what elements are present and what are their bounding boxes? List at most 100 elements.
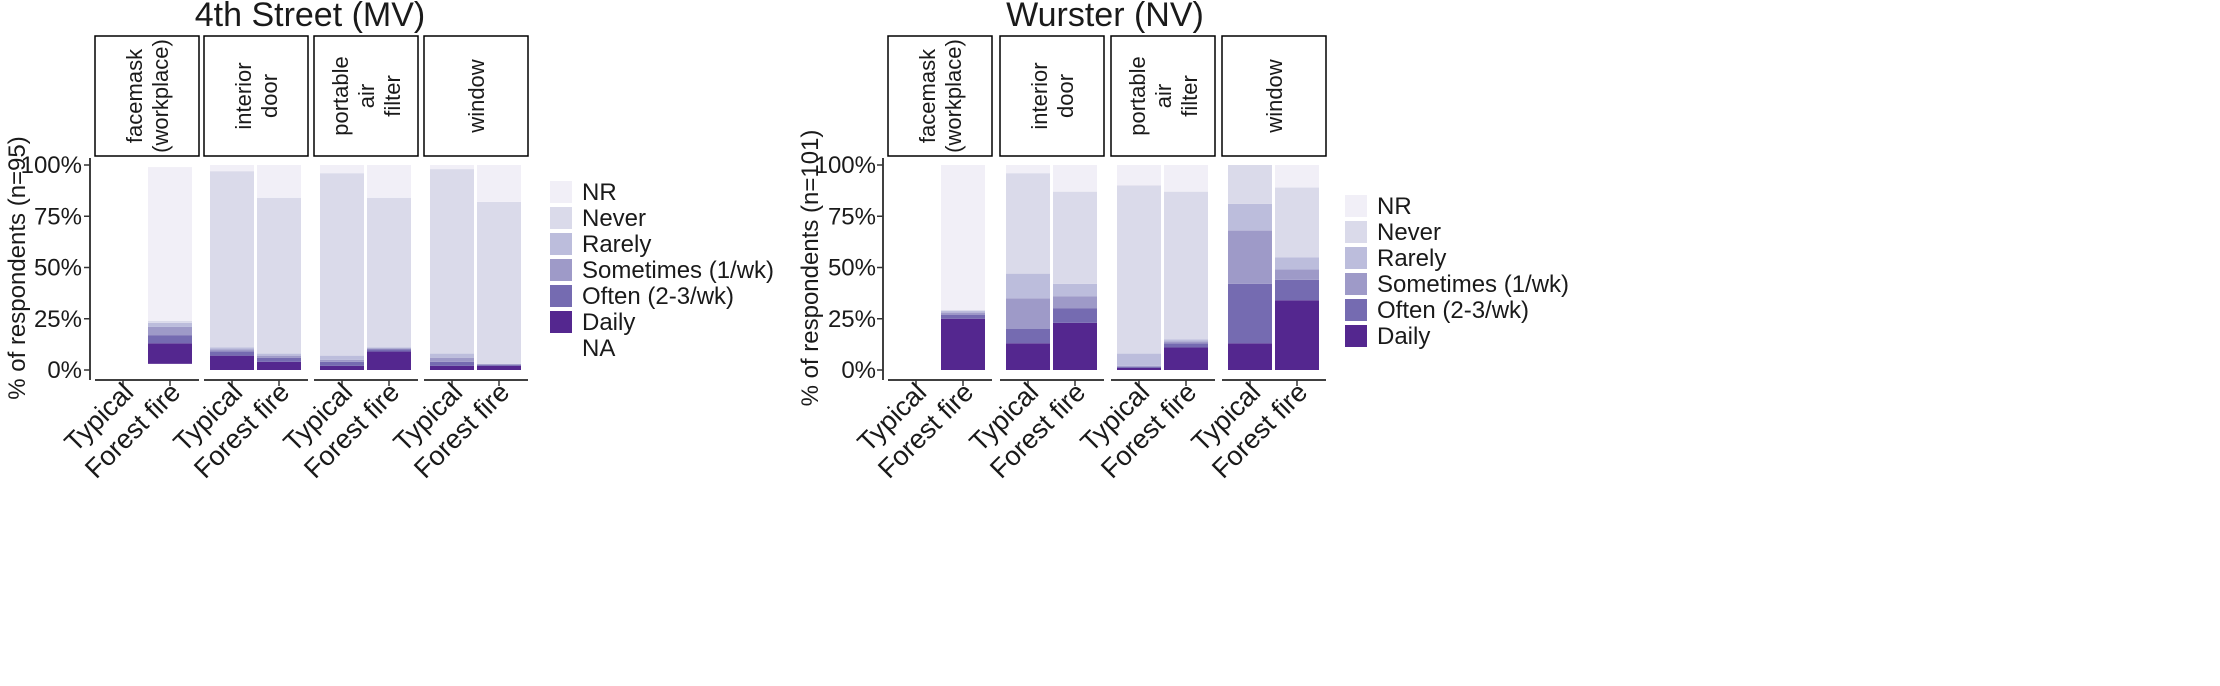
bar-segment-nr xyxy=(477,165,521,202)
y-tick-label: 75% xyxy=(828,203,876,230)
bar-segment-nr xyxy=(148,167,192,321)
bar-segment-never xyxy=(1053,191,1097,284)
bar-segment-often-2-3-wk xyxy=(477,364,521,366)
bar-segment-often-2-3-wk xyxy=(1117,366,1161,368)
bar-segment-sometimes-1-wk xyxy=(367,348,411,350)
facet-strip xyxy=(1110,35,1216,157)
bar-segment-never xyxy=(367,197,411,348)
y-tick-label: 25% xyxy=(828,306,876,333)
legend-swatch xyxy=(1345,325,1367,347)
legend-label: Rarely xyxy=(582,231,651,258)
bar-segment-daily xyxy=(1164,347,1208,370)
legend-label: Rarely xyxy=(1377,245,1446,272)
facet-label: filter xyxy=(1177,75,1202,117)
y-axis-label: % of respondents (n=95) xyxy=(4,136,31,400)
facet-strip xyxy=(313,35,419,157)
bar-segment-sometimes-1-wk xyxy=(1164,341,1208,344)
bar-segment-sometimes-1-wk xyxy=(430,357,474,362)
legend-label: NA xyxy=(582,335,615,362)
facet-label: air xyxy=(354,84,379,108)
y-tick-label: 100% xyxy=(815,152,876,179)
bar-segment-daily xyxy=(320,365,364,370)
bar-segment-rarely xyxy=(1228,203,1272,231)
facet-label: (workplace) xyxy=(148,39,173,153)
facet-label: facemask xyxy=(915,48,940,143)
bar-segment-daily xyxy=(1275,300,1319,370)
bar-segment-often-2-3-wk xyxy=(430,361,474,366)
bar-segment-often-2-3-wk xyxy=(367,349,411,352)
legend-swatch xyxy=(1345,273,1367,295)
facet-label: (workplace) xyxy=(941,39,966,153)
bar-segment-sometimes-1-wk xyxy=(1006,298,1050,329)
bar-segment-sometimes-1-wk xyxy=(1275,269,1319,280)
bar-segment-sometimes-1-wk xyxy=(1228,230,1272,284)
facet-strip xyxy=(423,35,529,157)
facet-label: door xyxy=(1053,74,1078,118)
bar-segment-daily xyxy=(148,343,192,364)
bar-segment-rarely xyxy=(430,353,474,358)
bar-segment-rarely xyxy=(257,353,301,356)
bar-segment-rarely xyxy=(320,355,364,360)
y-tick-label: 50% xyxy=(34,255,82,282)
facet-strip xyxy=(203,35,309,157)
legend-swatch xyxy=(550,233,572,255)
bar-segment-nr xyxy=(320,165,364,174)
bar-segment-never xyxy=(210,171,254,348)
facet-label: portable xyxy=(328,56,353,136)
bar-segment-nr xyxy=(257,165,301,198)
legend-swatch xyxy=(1345,247,1367,269)
bar-segment-nr xyxy=(941,165,985,311)
bar-segment-rarely xyxy=(210,347,254,350)
bar-segment-sometimes-1-wk xyxy=(210,349,254,352)
facet-strip xyxy=(887,35,993,157)
bar-segment-daily xyxy=(477,365,521,370)
bar-segment-often-2-3-wk xyxy=(1006,329,1050,344)
bar-segment-often-2-3-wk xyxy=(1164,343,1208,348)
legend-label: NR xyxy=(582,179,617,206)
facet-label: air xyxy=(1151,84,1176,108)
facet-label: door xyxy=(257,74,282,118)
bar-segment-daily xyxy=(367,351,411,370)
legend-swatch xyxy=(1345,221,1367,243)
bar-segment-often-2-3-wk xyxy=(1053,308,1097,323)
bar-segment-rarely xyxy=(1275,257,1319,270)
bar-segment-sometimes-1-wk xyxy=(941,312,985,315)
y-tick-label: 50% xyxy=(828,255,876,282)
bar-segment-rarely xyxy=(148,322,192,327)
bar-segment-often-2-3-wk xyxy=(320,361,364,366)
legend-label: Sometimes (1/wk) xyxy=(582,257,774,284)
bar-segment-rarely xyxy=(1117,353,1161,366)
bar-segment-rarely xyxy=(1164,339,1208,342)
facet-label: portable xyxy=(1125,56,1150,136)
legend-label: Never xyxy=(582,205,646,232)
y-tick-label: 0% xyxy=(841,357,876,384)
facet-strip xyxy=(999,35,1105,157)
bar-segment-never xyxy=(1228,165,1272,204)
legend-swatch xyxy=(550,259,572,281)
bar-segment-nr xyxy=(1006,165,1050,174)
bar-segment-nr xyxy=(367,165,411,198)
facet-label: window xyxy=(464,59,489,133)
y-tick-label: 25% xyxy=(34,306,82,333)
legend-label: Often (2-3/wk) xyxy=(1377,297,1529,324)
y-tick-label: 75% xyxy=(34,203,82,230)
legend-label: Sometimes (1/wk) xyxy=(1377,271,1569,298)
bar-segment-daily xyxy=(1006,343,1050,370)
bar-segment-sometimes-1-wk xyxy=(1117,365,1161,367)
bar-segment-never xyxy=(477,201,521,364)
facet-label: interior xyxy=(231,62,256,129)
bar-segment-never xyxy=(1275,187,1319,258)
bar-segment-daily xyxy=(1228,343,1272,370)
legend-label: NR xyxy=(1377,193,1412,220)
bar-segment-often-2-3-wk xyxy=(941,314,985,319)
bar-segment-nr xyxy=(1053,165,1097,192)
legend-label: Daily xyxy=(1377,323,1430,350)
bar-segment-nr xyxy=(430,165,474,170)
chart-title: 4th Street (MV) xyxy=(195,0,426,34)
facet-label: filter xyxy=(380,75,405,117)
bar-segment-daily xyxy=(430,365,474,370)
